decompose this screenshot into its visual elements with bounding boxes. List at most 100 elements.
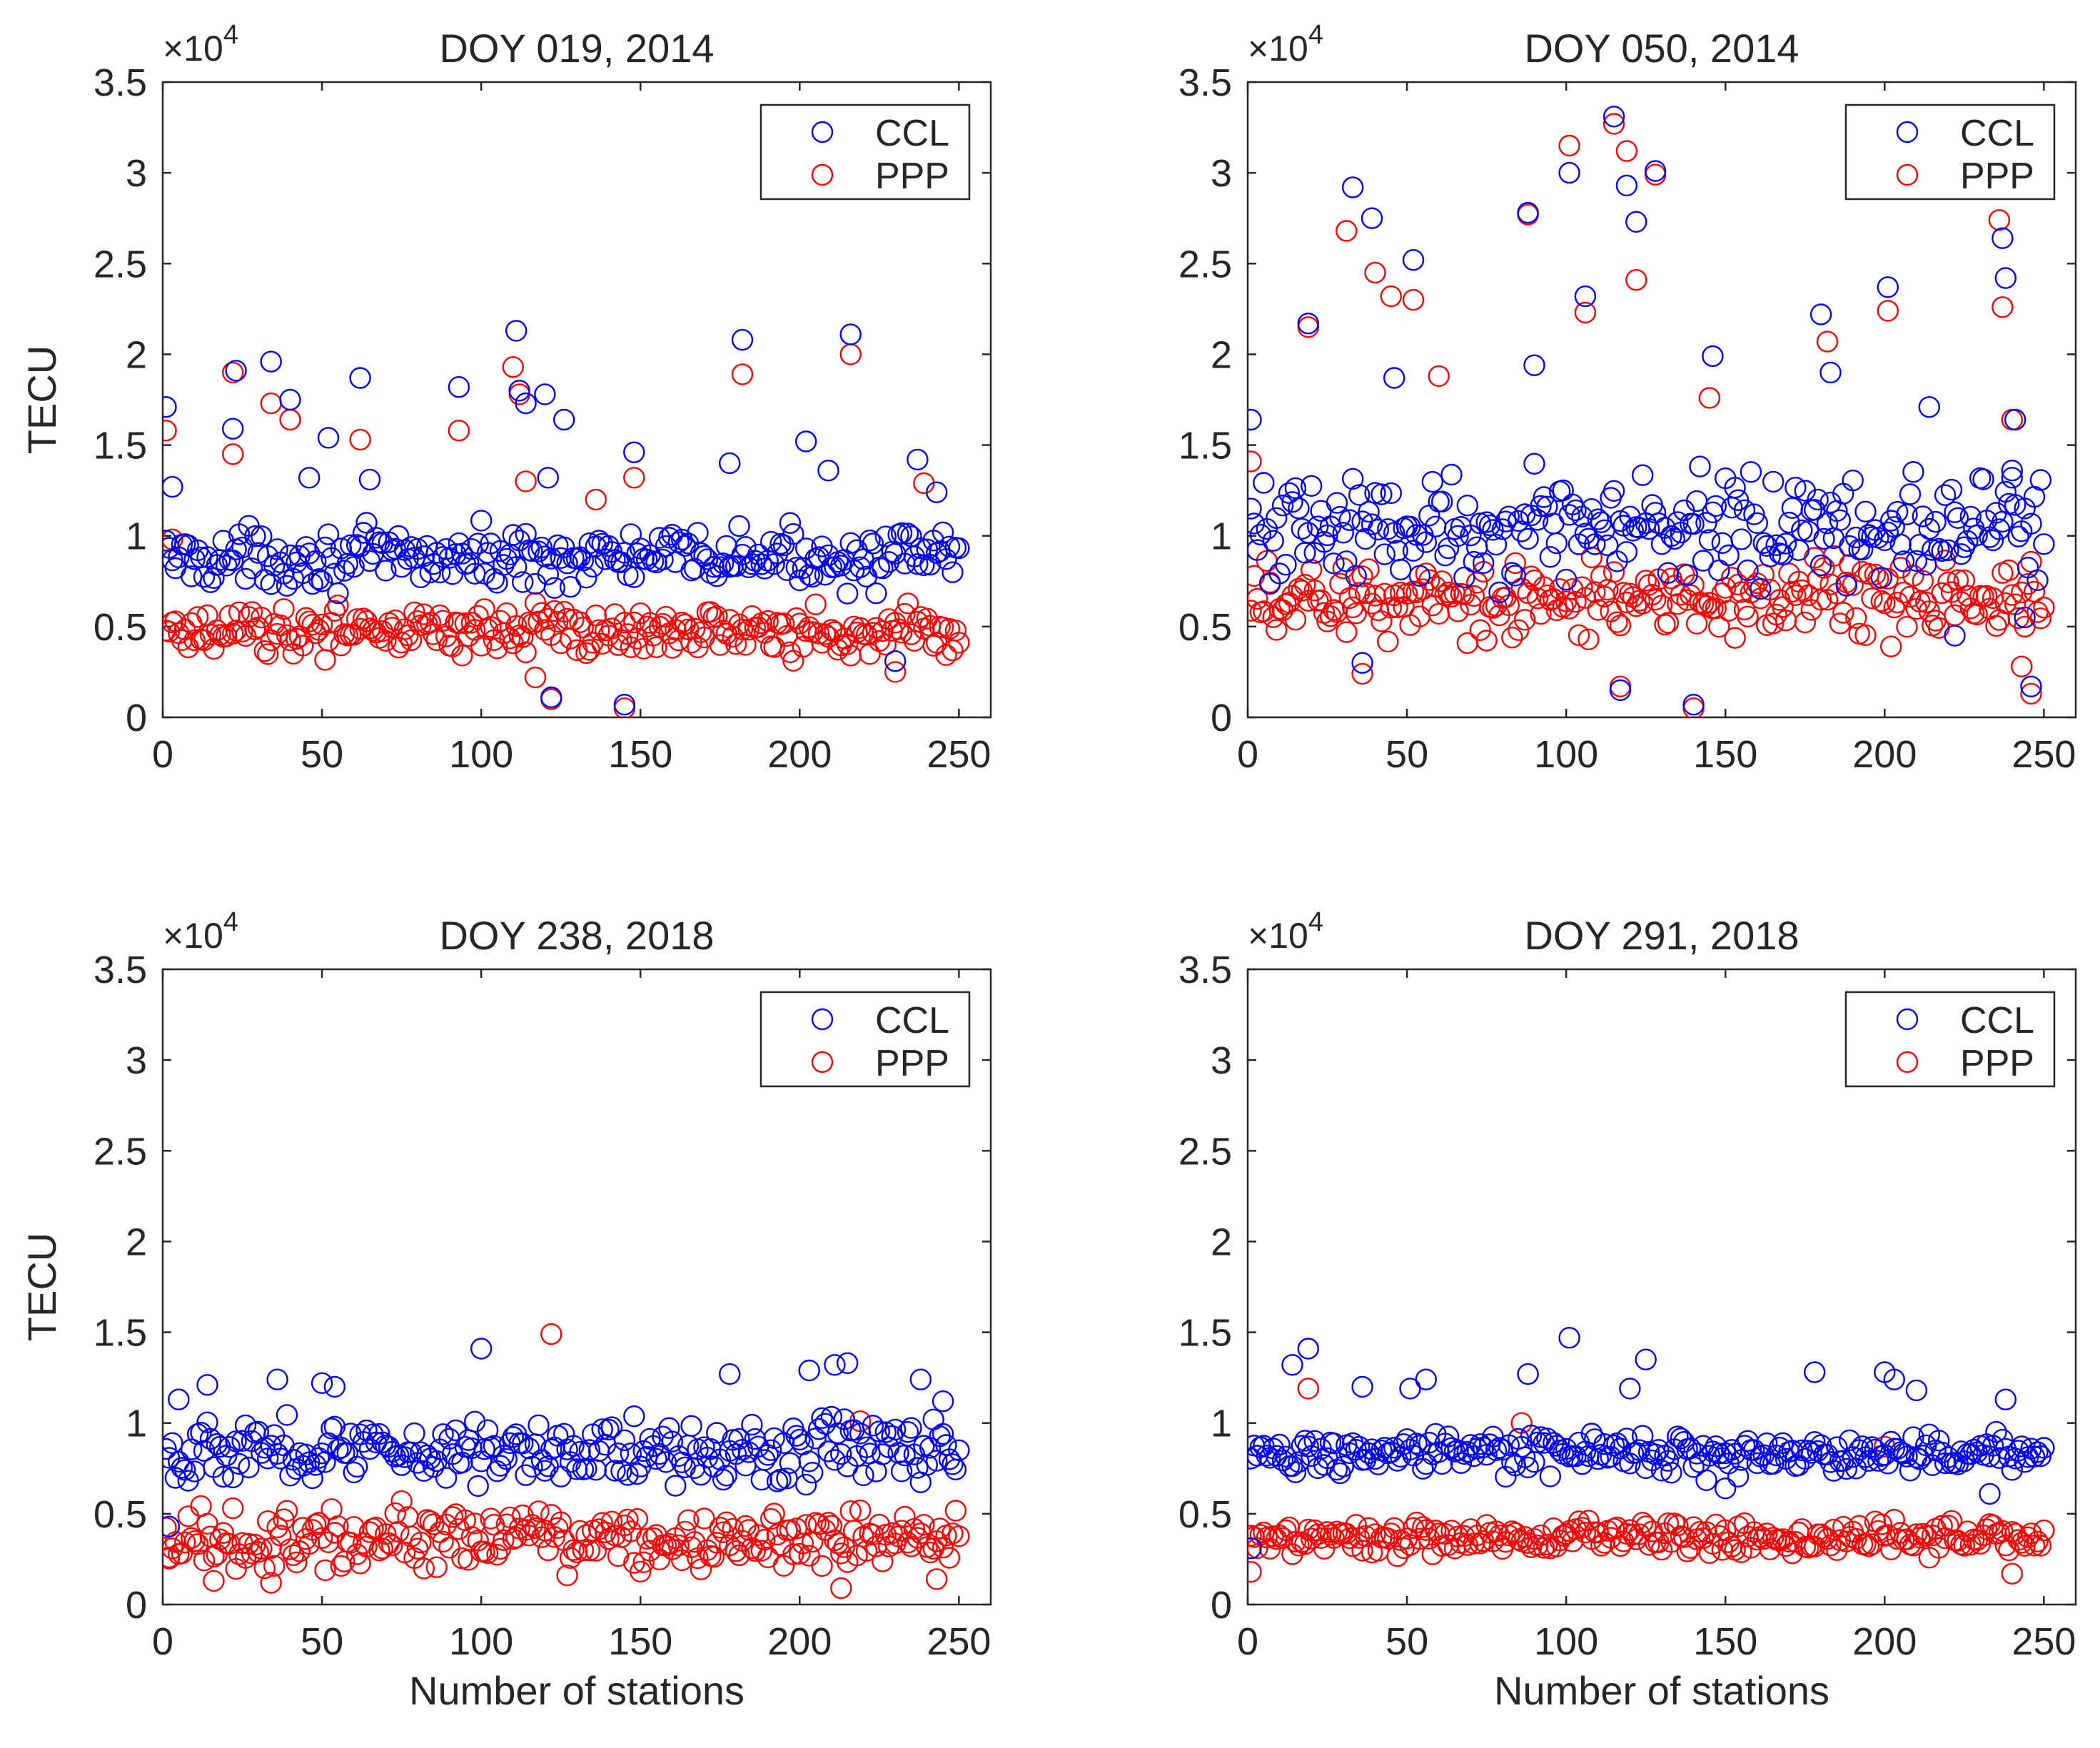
data-point-ccl <box>1682 512 1705 535</box>
data-point-ccl <box>505 320 527 342</box>
data-point-ppp <box>1297 590 1320 612</box>
data-point-ppp <box>1667 1514 1689 1537</box>
data-point-ccl <box>1998 492 2020 515</box>
data-point-ppp <box>276 1500 298 1522</box>
data-point-ppp <box>1574 1521 1597 1544</box>
data-point-ccl <box>1495 510 1517 532</box>
data-point-ccl <box>1555 568 1577 591</box>
data-point-ppp <box>572 1539 595 1562</box>
data-point-ccl <box>1854 500 1877 522</box>
data-point-ccl <box>696 548 719 570</box>
data-point-ccl <box>709 556 731 578</box>
data-point-ppp <box>2026 1530 2049 1552</box>
data-point-ppp <box>1609 1535 1632 1557</box>
data-point-ccl <box>1338 509 1361 531</box>
data-point-ccl <box>298 467 320 489</box>
y-tick-label: 0.5 <box>94 1493 147 1536</box>
data-point-ccl <box>238 1456 260 1479</box>
legend-label-ccl: CCL <box>1960 113 2034 154</box>
data-point-ccl <box>317 427 340 449</box>
data-point-ccl <box>1332 522 1355 544</box>
data-point-ppp <box>1336 621 1358 643</box>
data-point-ccl <box>323 1415 346 1438</box>
data-point-ppp <box>2001 584 2024 606</box>
data-point-ccl <box>884 1418 907 1441</box>
data-point-ccl <box>467 1475 489 1497</box>
data-point-ppp <box>894 602 916 625</box>
data-point-ccl <box>276 1404 298 1426</box>
data-point-ppp <box>486 1543 508 1566</box>
data-point-ccl <box>311 1372 333 1395</box>
data-point-ccl <box>266 1368 288 1390</box>
chart-title: DOY 050, 2014 <box>1524 26 1799 71</box>
series-ppp <box>163 343 970 717</box>
data-point-ccl <box>874 1421 897 1443</box>
data-point-ccl <box>1803 1361 1826 1383</box>
data-point-ccl <box>163 1515 181 1537</box>
data-point-ppp <box>1565 591 1587 613</box>
data-point-ccl <box>1281 1354 1303 1376</box>
data-point-ppp <box>645 636 667 658</box>
data-point-ppp <box>163 420 177 442</box>
data-point-ppp <box>1994 592 2017 615</box>
data-point-ppp <box>789 612 811 635</box>
data-point-ccl <box>1602 106 1625 128</box>
y-exponent-label: ×104 <box>163 20 238 69</box>
data-point-ppp <box>403 601 425 624</box>
data-point-ccl <box>1517 527 1539 550</box>
data-point-ccl <box>667 531 690 553</box>
data-point-ccl <box>1488 581 1510 604</box>
data-point-ccl <box>1248 1537 1262 1560</box>
data-point-ccl <box>907 1457 929 1479</box>
data-point-ppp <box>1354 582 1377 605</box>
data-point-ccl <box>877 551 900 573</box>
data-point-ppp <box>632 1551 655 1574</box>
data-point-ccl <box>1297 1338 1320 1360</box>
data-point-ccl <box>766 1470 789 1492</box>
x-tick-label: 200 <box>767 733 832 776</box>
data-point-ccl <box>537 563 559 585</box>
data-point-ppp <box>292 635 314 657</box>
data-point-ccl <box>512 571 534 593</box>
data-point-ppp <box>562 1539 585 1561</box>
data-point-ccl <box>1520 1424 1543 1447</box>
data-point-ccl <box>1253 472 1275 494</box>
y-tick-label: 1.5 <box>1178 1312 1232 1355</box>
data-point-ccl <box>907 448 929 471</box>
data-point-ppp <box>257 643 279 665</box>
data-point-ppp <box>1676 589 1698 611</box>
data-point-ppp <box>725 1540 747 1562</box>
y-tick-label: 0 <box>1211 697 1232 739</box>
data-point-ccl <box>308 568 330 590</box>
data-point-ppp <box>585 488 607 511</box>
data-point-ccl <box>750 553 773 575</box>
data-point-ppp <box>1931 582 1953 605</box>
data-point-ccl <box>241 557 263 580</box>
legend-label-ccl: CCL <box>1960 1000 2034 1041</box>
data-point-ccl <box>604 1460 626 1482</box>
data-point-ccl <box>1809 554 1832 577</box>
data-point-ccl <box>1248 408 1262 431</box>
legend-box <box>1844 103 2056 201</box>
data-point-ccl <box>1558 1326 1580 1349</box>
data-point-ccl <box>537 467 559 489</box>
data-point-ccl <box>827 1422 849 1445</box>
data-point-ppp <box>1705 597 1727 620</box>
data-point-ppp <box>639 612 661 634</box>
data-point-ppp <box>948 1525 970 1547</box>
data-point-ppp <box>613 1514 636 1537</box>
data-point-ccl <box>1478 514 1501 537</box>
data-point-ppp <box>1615 591 1638 614</box>
data-point-ccl <box>502 524 524 546</box>
data-point-ppp <box>1685 612 1708 635</box>
data-point-ccl <box>1698 529 1721 551</box>
data-point-ppp <box>251 607 273 629</box>
data-point-ppp <box>543 1526 565 1548</box>
data-point-ppp <box>1577 628 1600 650</box>
data-point-ppp <box>193 1550 216 1572</box>
data-point-ccl <box>890 1460 913 1482</box>
data-point-ppp <box>163 1546 181 1569</box>
data-point-ccl <box>352 522 375 544</box>
y-exponent-power: 4 <box>1308 20 1323 50</box>
